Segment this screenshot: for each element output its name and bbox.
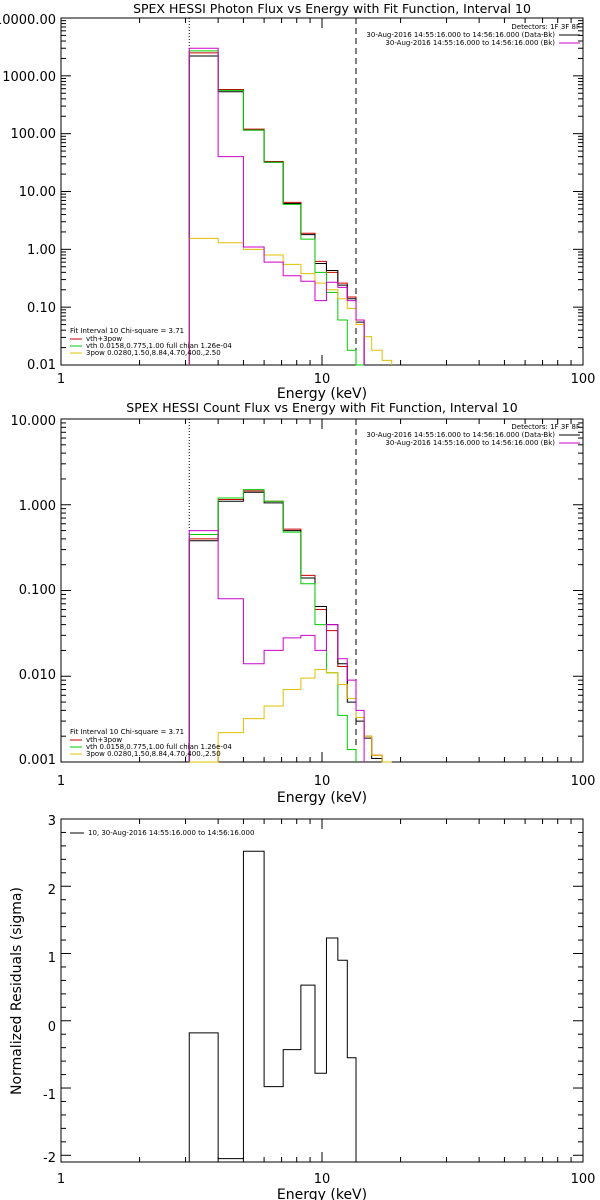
photon-y-tick: 0.01 [27,358,56,373]
count-y-tick: 0.010 [19,668,56,683]
count-y-tick: 10.000 [11,414,57,429]
photon-time-legend-bk: 30-Aug-2016 14:55:16.000 to 14:56:16.000… [385,39,555,47]
count-y-tick: 1.000 [19,499,56,514]
residuals-y-tick: 1 [48,951,56,966]
residuals-x-tick-10: 10 [314,1172,331,1187]
series-vth [188,489,357,762]
plot-frame [60,17,584,366]
count-fit-legend-total: vth+3pow [86,736,122,744]
residuals-y-tick: -1 [43,1088,56,1103]
count-time-legend-bk: 30-Aug-2016 14:55:16.000 to 14:56:16.000… [385,439,555,447]
count-flux-title: SPEX HESSI Count Flux vs Energy with Fit… [126,400,517,415]
residuals-x-tick-100: 100 [571,1172,596,1187]
photon-time-legend-data: 30-Aug-2016 14:55:16.000 to 14:56:16.000… [366,31,555,39]
photon-x-tick-100: 100 [571,372,596,387]
photon-y-tick: 10.00 [19,185,56,200]
count-flux-plot [60,418,584,763]
series-bk [188,530,365,762]
series-vth-3pow [188,52,365,365]
residuals-y-axis-label: Normalized Residuals (sigma) [9,887,25,1095]
residuals-legend-text: 10, 30-Aug-2016 14:55:16.000 to 14:56:16… [88,829,254,837]
photon-flux-panel: SPEX HESSI Photon Flux vs Energy with Fi… [0,1,595,402]
photon-fit-legend-3pow: 3pow 0.0280,1.50,8.84,4.70,400.,2.50 [86,349,221,357]
plot-frame [60,818,584,1163]
photon-y-tick: 1.00 [27,243,56,258]
count-y-tick: 0.100 [19,583,56,598]
series-vth [188,50,365,366]
photon-flux-plot [60,17,584,366]
photon-fit-legend-total: vth+3pow [86,335,122,343]
residuals-panel: 1 10 100 Energy (keV) Normalized Residua… [9,814,595,1200]
series-data-bk [188,55,365,365]
residuals-y-tick: 2 [48,883,56,898]
photon-x-axis-label: Energy (keV) [277,386,367,402]
photon-flux-title: SPEX HESSI Photon Flux vs Energy with Fi… [133,1,531,16]
residuals-x-axis-label: Energy (keV) [277,1187,367,1200]
count-y-tick: 0.001 [19,753,56,768]
residuals-y-tick: 0 [48,1020,56,1035]
photon-fit-header: Fit Interval 10 Chi-square = 3.71 [70,327,184,335]
count-x-tick-1: 1 [57,774,65,789]
count-fit-header: Fit Interval 10 Chi-square = 3.71 [70,728,184,736]
photon-x-tick-10: 10 [314,372,331,387]
count-x-tick-100: 100 [571,774,596,789]
residuals-y-tick: -2 [43,1151,56,1166]
count-x-axis-label: Energy (keV) [277,790,367,806]
plot-frame [60,418,584,763]
count-fit-legend-vth: vth 0.0158,0.775,1.00 full chian 1.26e-0… [86,743,232,751]
residuals-x-tick-1: 1 [57,1172,65,1187]
photon-detectors-label: Detectors: 1F 3F 8F [511,23,580,31]
photon-y-tick: 10000.00 [0,13,56,28]
series-3pow [189,668,392,763]
count-flux-panel: SPEX HESSI Count Flux vs Energy with Fit… [11,400,596,806]
residuals-plot [60,818,584,1163]
photon-fit-legend-vth: vth 0.0158,0.775,1.00 full chian 1.26e-0… [86,342,232,350]
series-10-30-aug-2016-14-55-16-000-to-14-56-16-000 [188,850,357,1162]
photon-x-tick-1: 1 [57,372,65,387]
count-x-tick-10: 10 [314,774,331,789]
count-time-legend-data: 30-Aug-2016 14:55:16.000 to 14:56:16.000… [366,431,555,439]
count-detectors-label: Detectors: 1F 3F 8F [511,423,580,431]
residuals-y-tick: 3 [48,814,56,829]
count-fit-legend-3pow: 3pow 0.0280,1.50,8.84,4.70,400.,2.50 [86,750,221,758]
photon-y-tick: 0.10 [27,301,56,316]
series-bk [188,47,365,365]
photon-y-tick: 100.00 [11,127,57,142]
photon-y-tick: 1000.00 [2,70,56,85]
